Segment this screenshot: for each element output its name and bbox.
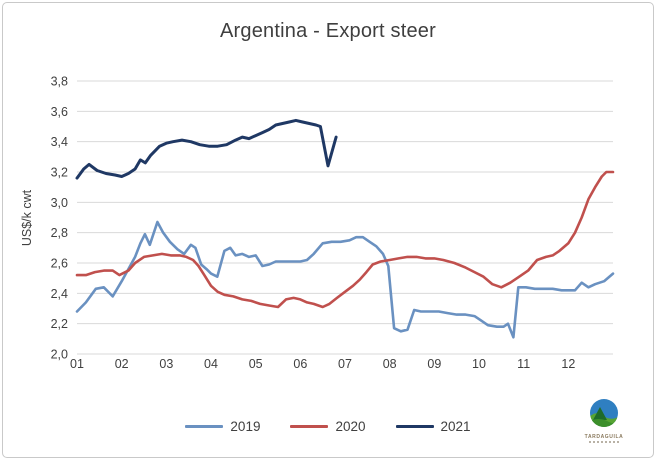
x-tick-label: 10: [472, 357, 486, 371]
series-line-2020: [75, 170, 615, 309]
x-tick-label: 03: [159, 357, 173, 371]
x-tick-label: 01: [70, 357, 84, 371]
legend-item-2021: 2021: [395, 419, 471, 434]
x-tick-label: 08: [383, 357, 397, 371]
x-tick-label: 06: [293, 357, 307, 371]
logo-text: TARDAGUILA: [584, 434, 624, 440]
x-tick-label: 02: [115, 357, 129, 371]
x-tick-label: 07: [338, 357, 352, 371]
legend-item-2019: 2019: [185, 419, 260, 434]
legend-label: 2021: [440, 419, 471, 434]
legend-swatch-2019: [185, 424, 224, 429]
y-tick-label: 2,8: [51, 226, 68, 240]
y-tick-label: 3,4: [51, 135, 68, 149]
tardaguila-logo: TARDAGUILA: [580, 398, 628, 443]
x-tick-label: 09: [427, 357, 441, 371]
y-tick-label: 2,2: [51, 317, 68, 331]
legend-label: 2020: [335, 419, 366, 434]
legend-label: 2019: [230, 419, 261, 434]
y-tick-label: 2,4: [51, 287, 68, 301]
y-tick-label: 3,8: [51, 75, 68, 89]
y-tick-label: 3,6: [51, 105, 68, 119]
y-tick-label: 2,6: [51, 257, 68, 271]
chart-title: Argentina - Export steer: [219, 20, 436, 42]
y-tick-label: 3,2: [51, 166, 68, 180]
logo-subline: [589, 441, 619, 443]
series-line-2021: [75, 118, 338, 180]
x-tick-label: 12: [561, 357, 575, 371]
series-line-2019: [75, 220, 615, 339]
globe-icon: [590, 399, 618, 427]
y-tick-label: 2,0: [51, 348, 68, 362]
legend-swatch-2020: [290, 424, 329, 429]
legend: 2019 2020 2021: [0, 419, 656, 434]
x-tick-label: 04: [204, 357, 218, 371]
legend-item-2020: 2020: [290, 419, 366, 434]
x-tick-label: 05: [249, 357, 263, 371]
legend-swatch-2021: [395, 424, 434, 429]
y-tick-label: 3,0: [51, 196, 68, 210]
x-tick-label: 11: [517, 357, 530, 371]
